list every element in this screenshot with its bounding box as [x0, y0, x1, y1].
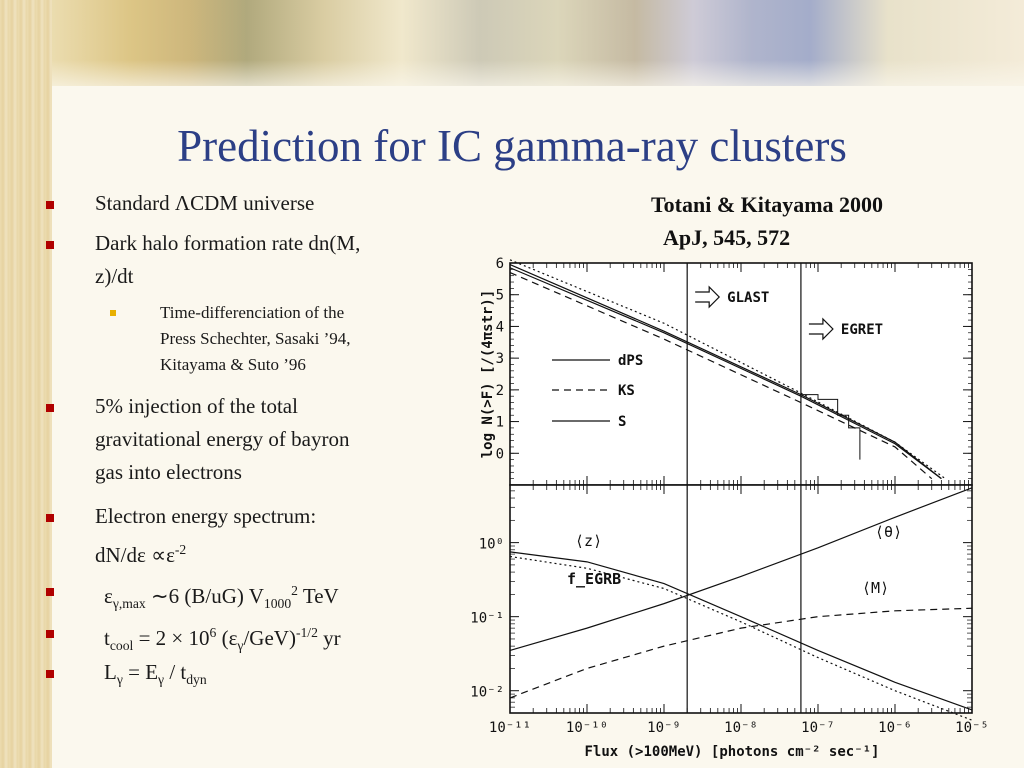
y-tick-label: 6	[496, 256, 504, 272]
formula-spectrum: dN/dε ∝ε-2	[95, 542, 187, 567]
x-tick-label: 10⁻¹⁰	[566, 720, 608, 736]
left-texture-stripe	[0, 0, 52, 768]
curve-label: ⟨θ⟩	[875, 523, 902, 541]
bottom-panel-frame	[509, 484, 973, 714]
logn-logs-chart: 0 1 2 3 4 5 6 10⁰ 10⁻¹ 10⁻² 10⁻¹¹ 10⁻¹⁰ 10⁻⁹ 10⁻⁸ 10⁻⁷…	[470, 256, 989, 760]
subbullet-text: Kitayama & Suto ’96	[160, 355, 306, 374]
y-tick-label: 5	[496, 288, 504, 304]
x-tick-label: 10⁻⁵	[955, 720, 989, 736]
formula-emax: εγ,max ∼6 (B/uG) V10002 TeV	[104, 583, 339, 612]
logn-series-line	[509, 259, 946, 480]
curve-label: ⟨M⟩	[862, 579, 889, 597]
average-series-line	[509, 487, 973, 652]
y-tick-label: 1	[496, 415, 504, 431]
subbullet-text: Time-differenciation of the	[160, 303, 345, 322]
reference: Totani & Kitayama 2000 ApJ, 545, 572	[651, 188, 883, 254]
bullet-text: 5% injection of the total	[95, 394, 298, 418]
legend-label: dPS	[618, 353, 643, 369]
formula-tcool: tcool = 2 × 106 (εγ/GeV)-1/2 yr	[104, 625, 341, 654]
logn-series-line	[509, 271, 933, 480]
legend-label: S	[618, 414, 626, 430]
subbullet-marker	[110, 310, 116, 316]
y-tick-label: 4	[496, 319, 504, 335]
bullet-marker	[46, 670, 54, 678]
average-series-line	[509, 555, 973, 721]
bullet-marker	[46, 630, 54, 638]
bullet-marker	[46, 201, 54, 209]
y-tick-label: 2	[496, 383, 504, 399]
x-tick-label: 10⁻⁸	[724, 720, 758, 736]
bullet-text: z)/dt	[95, 264, 134, 288]
y-tick-label: 10⁰	[479, 537, 504, 553]
bullet-marker	[46, 404, 54, 412]
annotation-arrow-icon	[808, 317, 834, 341]
y-tick-label: 0	[496, 446, 504, 462]
bullet-text: gravitational energy of bayron	[95, 427, 350, 451]
x-tick-label: 10⁻⁹	[647, 720, 681, 736]
x-tick-label: 10⁻⁷	[801, 720, 835, 736]
bullet-marker	[46, 514, 54, 522]
formula-luminosity: Lγ = Eγ / tdyn	[104, 660, 207, 688]
slide-title: Prediction for IC gamma-ray clusters	[177, 121, 847, 171]
average-series-line	[509, 551, 973, 711]
x-axis-label: Flux (>100MeV) [photons cm⁻² sec⁻¹]	[584, 744, 879, 760]
y-tick-label: 10⁻¹	[470, 611, 504, 627]
x-tick-label: 10⁻⁶	[878, 720, 912, 736]
bullet-text: Standard ΛCDM universe	[95, 191, 315, 215]
average-series-line	[509, 607, 973, 699]
annotation-label: EGRET	[841, 322, 883, 338]
annotation-arrow-icon	[695, 285, 721, 309]
reference-line-1: Totani & Kitayama 2000	[651, 192, 884, 217]
reference-line-2: ApJ, 545, 572	[663, 225, 791, 250]
egret-histogram	[800, 394, 861, 460]
annotation-label: GLAST	[727, 290, 769, 306]
subbullet-text: Press Schechter, Sasaki ’94,	[160, 329, 351, 348]
y-axis-label: log N(>F) [/(4πstr)]	[480, 290, 496, 459]
banner-fade	[52, 60, 1024, 100]
bullet-marker	[46, 241, 54, 249]
curve-label: f_EGRB	[567, 570, 621, 588]
curve-label: ⟨z⟩	[575, 532, 602, 550]
x-tick-label: 10⁻¹¹	[489, 720, 531, 736]
y-tick-label: 10⁻²	[470, 685, 504, 701]
bullet-text: Dark halo formation rate dn(M,	[95, 231, 361, 255]
bullet-text: gas into electrons	[95, 460, 242, 484]
y-tick-label: 3	[496, 351, 504, 367]
legend-label: KS	[618, 383, 635, 399]
logn-series-line	[509, 267, 942, 480]
bullet-text: Electron energy spectrum:	[95, 504, 317, 528]
bullet-marker	[46, 588, 54, 596]
